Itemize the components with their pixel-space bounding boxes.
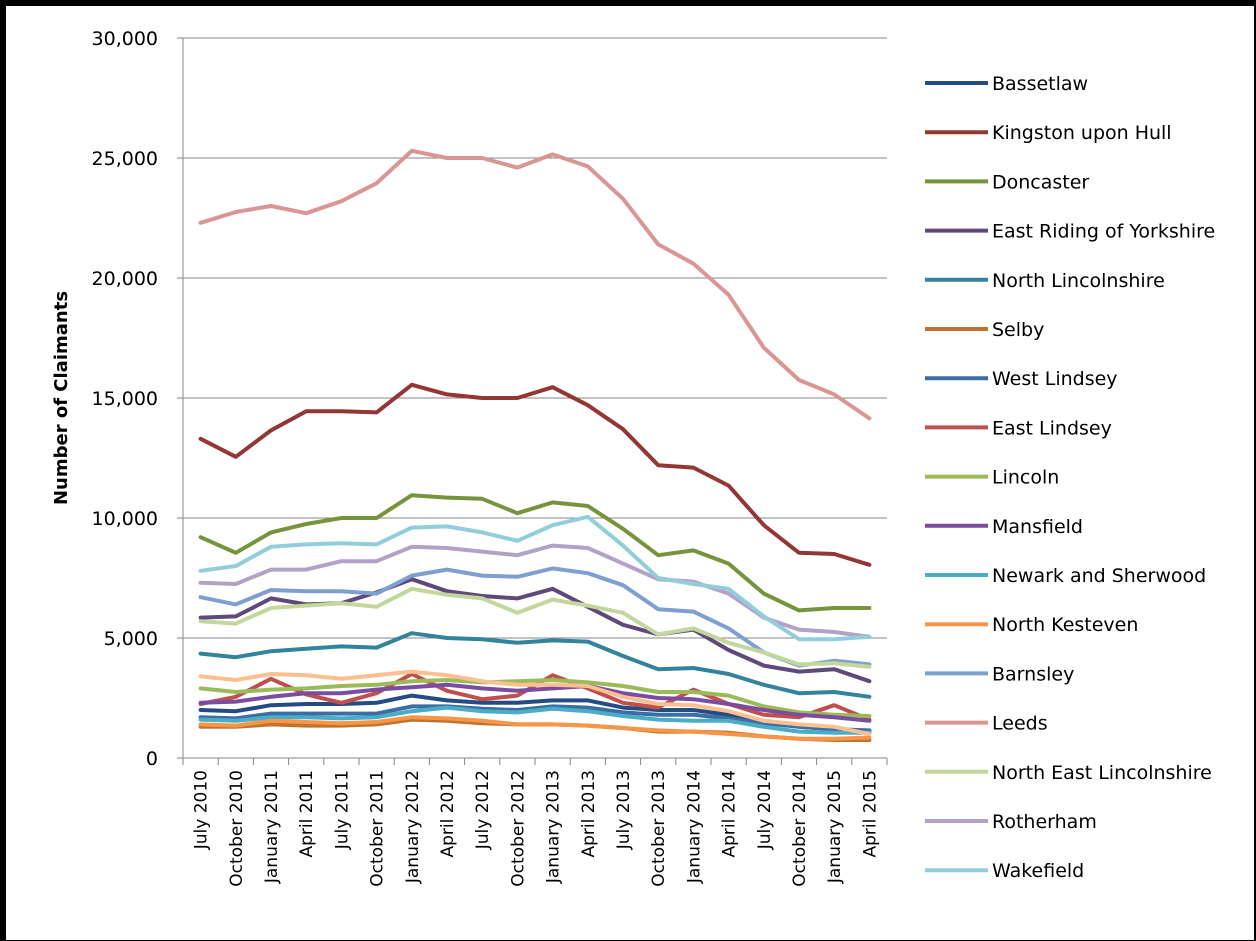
x-tick-label: April 2014 — [720, 770, 740, 858]
x-tick-label: April 2013 — [579, 770, 599, 858]
series-line-north-kesteven — [198, 715, 872, 741]
series-line-unlabeled — [198, 669, 872, 736]
legend-item: Wakefield — [925, 860, 1084, 882]
series-line-newark-and-sherwood — [198, 705, 872, 735]
x-tick-label: October 2012 — [508, 770, 528, 887]
x-tick-label: January 2013 — [544, 770, 564, 884]
y-tick-label: 30,000 — [92, 28, 158, 50]
legend-label: Wakefield — [992, 860, 1084, 882]
legend-label: Leeds — [992, 713, 1048, 735]
legend-label: West Lindsey — [992, 368, 1118, 390]
series-line-doncaster — [198, 493, 872, 613]
y-tick-labels: 0 5,000 10,000 15,000 20,000 25,000 30,000 — [92, 28, 158, 770]
y-axis-label: Number of Claimants — [51, 291, 72, 505]
legend-item: Mansfield — [925, 516, 1083, 538]
legend-label: Kingston upon Hull — [992, 122, 1172, 144]
x-tick-label: October 2011 — [368, 770, 388, 887]
legend-label: North Lincolnshire — [992, 270, 1165, 292]
legend-label: North East Lincolnshire — [992, 762, 1212, 784]
x-tick-label: October 2014 — [790, 770, 810, 887]
legend-label: Lincoln — [992, 467, 1059, 489]
x-tick-label: January 2014 — [684, 770, 704, 884]
legend-item: North East Lincolnshire — [925, 762, 1212, 784]
legend-item: Doncaster — [925, 171, 1089, 193]
legend-label: Doncaster — [992, 171, 1089, 193]
series-line-north-east-lincolnshire — [198, 586, 872, 669]
legend-item: West Lindsey — [925, 368, 1118, 390]
legend-item: East Lindsey — [925, 417, 1112, 439]
gridlines — [183, 37, 887, 639]
x-tick-label: July 2013 — [614, 770, 634, 850]
legend-item: Lincoln — [925, 467, 1059, 489]
legend: Bassetlaw Kingston upon Hull Doncaster East… — [925, 73, 1215, 882]
legend-item: Selby — [925, 319, 1044, 341]
x-tick-label: April 2011 — [297, 770, 317, 858]
legend-label: Newark and Sherwood — [992, 565, 1206, 587]
legend-item: North Lincolnshire — [925, 270, 1165, 292]
x-tick-label: July 2010 — [192, 770, 212, 850]
series-line-lincoln — [198, 678, 872, 718]
x-tick-label: April 2012 — [438, 770, 458, 858]
y-tick-label: 15,000 — [92, 388, 158, 410]
y-tick-label: 20,000 — [92, 268, 158, 290]
legend-label: Mansfield — [992, 516, 1083, 538]
legend-label: Selby — [992, 319, 1044, 341]
x-tick-label: January 2015 — [825, 770, 845, 884]
series-line-north-lincolnshire — [198, 631, 872, 699]
legend-item: East Riding of Yorkshire — [925, 221, 1215, 243]
series-line-wakefield — [198, 514, 872, 642]
x-tick-label: October 2013 — [649, 770, 669, 887]
legend-item: Leeds — [925, 713, 1048, 735]
legend-item: Barnsley — [925, 663, 1074, 685]
legend-label: Bassetlaw — [992, 73, 1088, 95]
legend-item: Newark and Sherwood — [925, 565, 1206, 587]
y-tick-label: 25,000 — [92, 148, 158, 170]
x-tick-label: April 2015 — [860, 770, 880, 858]
series-lines — [198, 148, 872, 742]
legend-label: North Kesteven — [992, 614, 1138, 636]
x-tick-label: October 2010 — [227, 770, 247, 887]
x-tick-label: July 2011 — [332, 770, 352, 850]
x-tick-label: January 2011 — [262, 770, 282, 884]
series-line-leeds — [198, 148, 872, 421]
y-tick-label: 5,000 — [104, 628, 158, 650]
y-tick-label: 0 — [146, 748, 158, 770]
legend-label: East Riding of Yorkshire — [992, 221, 1215, 243]
series-line-barnsley — [198, 566, 872, 668]
axes — [177, 37, 888, 765]
legend-item: Rotherham — [925, 811, 1097, 833]
legend-label: Barnsley — [992, 663, 1074, 685]
legend-label: East Lindsey — [992, 417, 1112, 439]
x-tick-labels: July 2010 October 2010 January 2011 April 2… — [192, 770, 881, 887]
legend-item: Bassetlaw — [925, 73, 1088, 95]
x-tick-label: January 2012 — [403, 770, 423, 884]
y-tick-label: 10,000 — [92, 508, 158, 530]
series-line-west-lindsey — [198, 704, 872, 733]
legend-item: North Kesteven — [925, 614, 1138, 636]
series-line-mansfield — [198, 682, 872, 723]
legend-label: Rotherham — [992, 811, 1097, 833]
series-line-kingston-upon-hull — [198, 382, 872, 567]
legend-item: Kingston upon Hull — [925, 122, 1172, 144]
x-tick-label: July 2012 — [473, 770, 493, 850]
x-tick-label: July 2014 — [755, 770, 775, 850]
